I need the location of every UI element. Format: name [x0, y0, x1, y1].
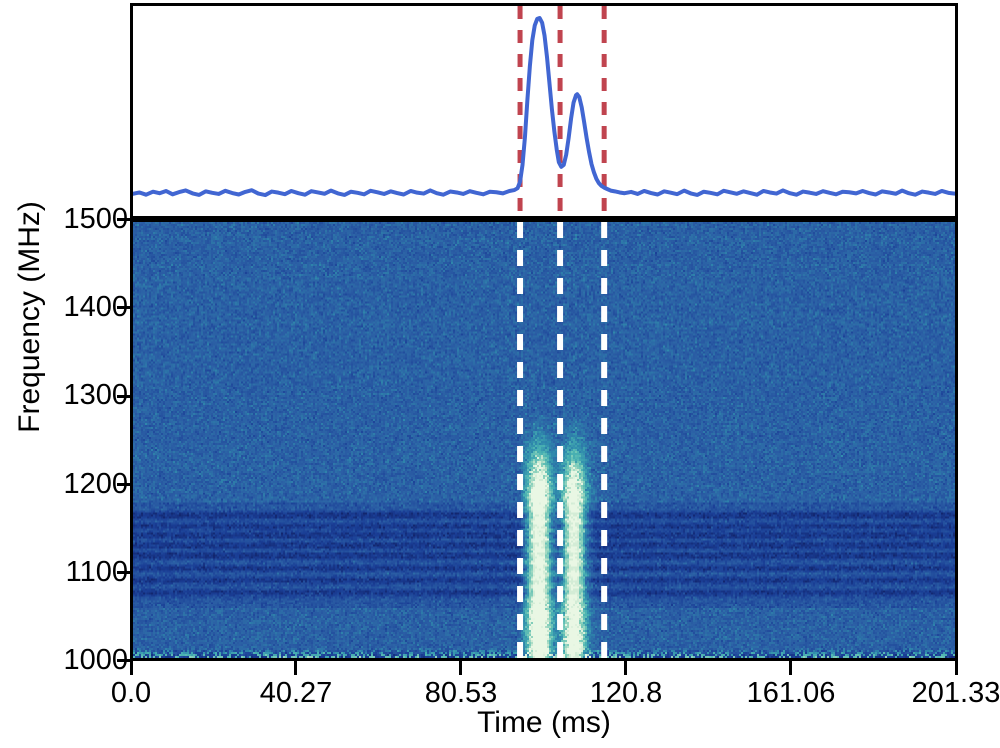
xtick-mark-2	[459, 661, 462, 675]
pulse-profile-line	[133, 16, 955, 198]
xtick-mark-0	[130, 661, 133, 675]
xtick-label-1: 40.27	[259, 677, 333, 709]
ytick-mark-1000	[117, 659, 131, 662]
xtick-label-5: 201.33	[911, 677, 1000, 709]
pulse-profile-plot	[133, 6, 955, 216]
ytick-label-1100: 1100	[65, 556, 128, 588]
ytick-label-1000: 1000	[63, 644, 128, 676]
pulse-profile-panel	[130, 3, 958, 219]
ytick-mark-1300	[117, 395, 131, 398]
dynamic-spectrum-panel	[130, 219, 958, 661]
xtick-mark-1	[294, 661, 297, 675]
ytick-mark-1200	[117, 483, 131, 486]
ytick-mark-1500	[117, 218, 131, 221]
x-axis-label: Time (ms)	[477, 706, 611, 739]
xtick-mark-5	[955, 661, 958, 675]
dynamic-spectrum-marker-lines	[517, 222, 608, 658]
xtick-label-4: 161.06	[746, 677, 836, 709]
xtick-label-3: 120.8	[589, 677, 663, 709]
xtick-mark-3	[624, 661, 627, 675]
xtick-label-2: 80.53	[424, 677, 498, 709]
xtick-label-0: 0.0	[110, 677, 152, 709]
dynamic-spectrum-image	[133, 222, 955, 658]
y-axis-label: Frequency (MHz)	[13, 201, 46, 433]
ytick-mark-1100	[117, 571, 131, 574]
xtick-mark-4	[789, 661, 792, 675]
ytick-mark-1400	[117, 306, 131, 309]
